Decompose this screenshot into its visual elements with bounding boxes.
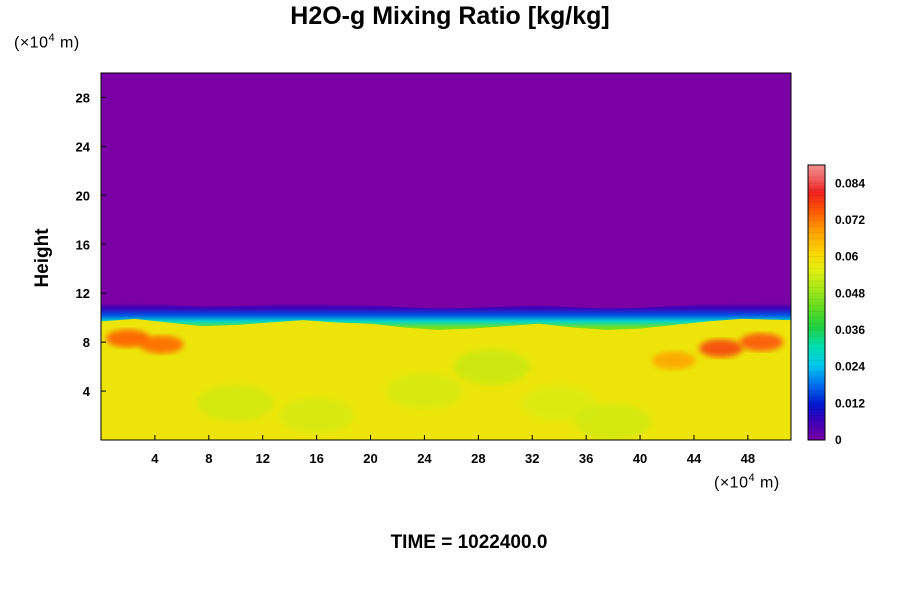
x-tick-label: 48 xyxy=(741,451,755,466)
x-tick-label: 28 xyxy=(471,451,485,466)
y-tick-label: 8 xyxy=(83,335,90,350)
y-tick-label: 20 xyxy=(76,188,90,203)
high-value-patch xyxy=(698,339,743,358)
x-tick-label: 20 xyxy=(363,451,377,466)
x-tick-label: 24 xyxy=(417,451,432,466)
x-tick-label: 16 xyxy=(309,451,323,466)
y-axis-unit: (×104 m) xyxy=(14,32,80,52)
x-tick-label: 44 xyxy=(687,451,702,466)
colorbar-tick-label: 0.06 xyxy=(835,250,859,264)
time-label: TIME = 1022400.0 xyxy=(390,532,548,553)
colorbar-tick-label: 0.012 xyxy=(835,396,865,410)
y-tick-label: 4 xyxy=(83,384,91,399)
x-axis-unit: (×104 m) xyxy=(714,472,780,492)
y-tick-label: 12 xyxy=(76,286,90,301)
high-value-patch xyxy=(105,329,150,348)
colorbar xyxy=(807,164,826,441)
y-tick-label: 28 xyxy=(76,90,90,105)
y-tick-label: 24 xyxy=(76,139,91,154)
y-tick-label: 16 xyxy=(76,237,90,252)
x-tick-label: 4 xyxy=(151,451,159,466)
x-tick-label: 8 xyxy=(205,451,212,466)
colorbar-tick-label: 0 xyxy=(835,433,842,447)
lower-variation-patch xyxy=(453,348,530,385)
x-tick-label: 12 xyxy=(255,451,269,466)
x-tick-label: 36 xyxy=(579,451,593,466)
colorbar-tick-label: 0.084 xyxy=(835,176,865,190)
colorbar-tick-label: 0.048 xyxy=(835,286,865,300)
high-value-patch xyxy=(139,335,184,354)
x-tick-label: 32 xyxy=(525,451,539,466)
x-tick-label: 40 xyxy=(633,451,647,466)
colorbar-tick-label: 0.024 xyxy=(835,360,865,374)
colorbar-tick-label: 0.072 xyxy=(835,213,865,227)
lower-variation-patch xyxy=(521,385,598,422)
lower-variation-patch xyxy=(575,403,652,440)
lower-variation-patch xyxy=(386,373,463,410)
chart-title: H2O-g Mixing Ratio [kg/kg] xyxy=(290,2,610,30)
lower-variation-patch xyxy=(197,385,274,422)
plot-frame xyxy=(100,72,792,441)
colorbar-tick-label: 0.036 xyxy=(835,323,865,337)
lower-variation-patch xyxy=(278,397,355,434)
high-value-patch xyxy=(651,351,696,370)
high-value-patch xyxy=(739,333,784,352)
